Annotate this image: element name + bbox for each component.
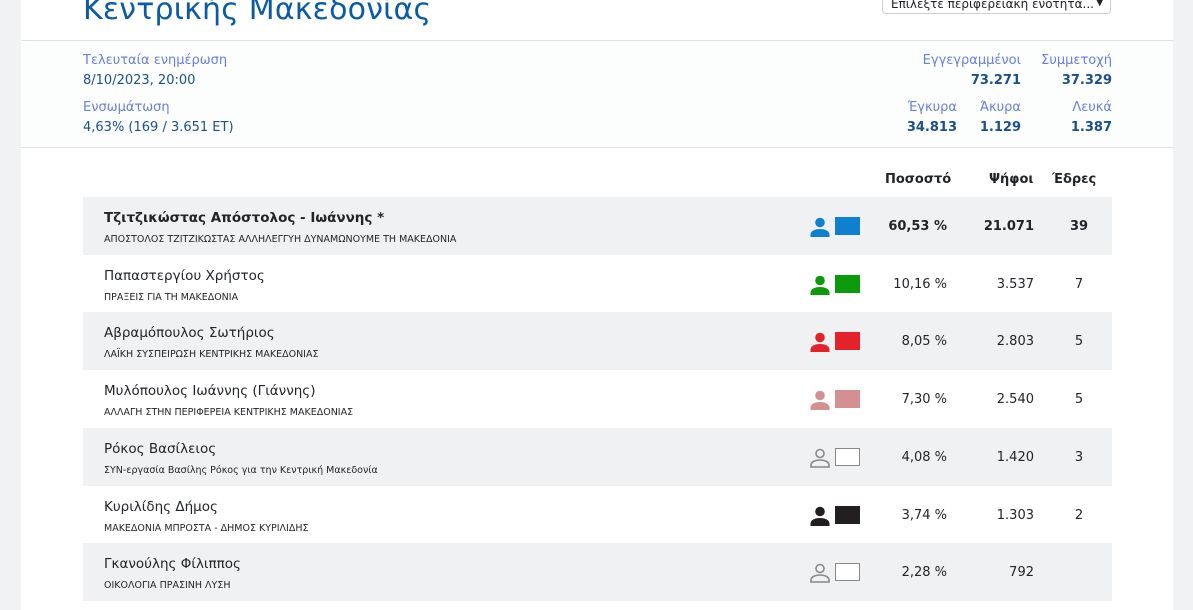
result-row[interactable]: Αβραμόπουλος Σωτήριος ΛΑΪΚΗ ΣΥΣΠΕΙΡΩΣΗ Κ… xyxy=(83,312,1112,371)
person-icon xyxy=(810,390,830,411)
person-icon xyxy=(810,217,830,237)
candidate-name: Τζιτζικώστας Απόστολος - Ιωάννης * xyxy=(104,210,385,226)
percent-value: 4,08 % xyxy=(901,449,947,465)
party-name: ΛΑΪΚΗ ΣΥΣΠΕΙΡΩΣΗ ΚΕΝΤΡΙΚΗΣ ΜΑΚΕΔΟΝΙΑΣ xyxy=(104,349,319,361)
percent-value: 2,28 % xyxy=(901,565,947,581)
stats-summary: Τελευταία ενημέρωση 8/10/2023, 20:00 Ενσ… xyxy=(21,41,1173,147)
valid-label: Έγκυρα xyxy=(907,100,957,115)
blank-label: Λευκά xyxy=(1072,100,1112,115)
seats-value: 7 xyxy=(1074,276,1084,292)
votes-value: 3.537 xyxy=(996,276,1034,292)
header-seats: Έδρες xyxy=(1052,172,1097,187)
valid-value: 34.813 xyxy=(906,120,957,135)
votes-value: 21.071 xyxy=(983,219,1034,234)
votes-value: 792 xyxy=(1009,565,1034,581)
result-row[interactable]: Παπαστεργίου Χρήστος ΠΡΑΞΕΙΣ ΓΙΑ ΤΗ ΜΑΚΕ… xyxy=(83,255,1112,313)
invalid-value: 1.129 xyxy=(979,120,1021,135)
last-update-label: Τελευταία ενημέρωση xyxy=(83,53,228,68)
result-row[interactable]: Κυριλίδης Δήμος ΜΑΚΕΔΟΝΙΑ ΜΠΡΟΣΤΑ - ΔΗΜΟ… xyxy=(83,486,1112,544)
candidate-name: Γκανούλης Φίλιππος xyxy=(104,556,241,573)
regional-unit-select[interactable]: Επιλέξτε περιφερειακή ενότητα... ▼ xyxy=(882,0,1111,14)
party-name: ΣΥΝ-εργασία Βασίλης Ρόκος για την Κεντρι… xyxy=(104,464,378,476)
last-update-value: 8/10/2023, 20:00 xyxy=(83,73,196,88)
select-placeholder: Επιλέξτε περιφερειακή ενότητα... xyxy=(891,0,1094,11)
page-title: Κεντρικής Μακεδονίας xyxy=(83,0,432,27)
turnout-value: 37.329 xyxy=(1061,73,1112,88)
seats-value: 39 xyxy=(1069,219,1089,234)
votes-value: 2.540 xyxy=(996,392,1034,408)
seats-value: 3 xyxy=(1074,449,1084,465)
seats-value: 5 xyxy=(1074,392,1084,408)
party-name: ΜΑΚΕΔΟΝΙΑ ΜΠΡΟΣΤΑ - ΔΗΜΟΣ ΚΥΡΙΛΙΔΗΣ xyxy=(104,522,309,534)
registered-value: 73.271 xyxy=(970,73,1021,88)
percent-value: 3,74 % xyxy=(901,507,947,523)
person-icon xyxy=(810,448,830,468)
header-percent: Ποσοστό xyxy=(885,172,952,187)
results-panel: Κεντρικής Μακεδονίας Επιλέξτε περιφερεια… xyxy=(21,0,1173,610)
candidate-name: Κυριλίδης Δήμος xyxy=(104,498,218,515)
result-row[interactable]: Γκανούλης Φίλιππος ΟΙΚΟΛΟΓΙΑ ΠΡΑΣΙΝΗ ΛΥΣ… xyxy=(83,543,1112,602)
result-row[interactable]: Μυλόπουλος Ιωάννης (Γιάννης) ΑΛΛΑΓΗ ΣΤΗΝ… xyxy=(83,370,1112,428)
result-row[interactable]: Ρόκος Βασίλειος ΣΥΝ-εργασία Βασίλης Ρόκο… xyxy=(83,427,1112,486)
party-name: ΑΠΟΣΤΟΛΟΣ ΤΖΙΤΖΙΚΩΣΤΑΣ ΑΛΛΗΛΕΓΓΥΗ ΔΥΝΑΜΩ… xyxy=(104,234,457,245)
invalid-label: Άκυρα xyxy=(979,100,1021,115)
party-color-swatch xyxy=(835,390,860,409)
integration-value: 4,63% (169 / 3.651 ΕΤ) xyxy=(83,120,234,135)
registered-label: Εγγεγραμμένοι xyxy=(922,53,1021,68)
result-row[interactable]: Τζιτζικώστας Απόστολος - Ιωάννης * ΑΠΟΣΤ… xyxy=(83,197,1112,255)
person-icon xyxy=(810,563,830,583)
party-name: ΠΡΑΞΕΙΣ ΓΙΑ ΤΗ ΜΑΚΕΔΟΝΙΑ xyxy=(104,291,239,303)
votes-value: 1.420 xyxy=(996,449,1034,465)
party-color-swatch xyxy=(835,332,860,351)
party-color-swatch xyxy=(835,274,860,293)
person-icon xyxy=(810,506,830,526)
divider xyxy=(21,147,1173,148)
blank-value: 1.387 xyxy=(1070,120,1112,135)
person-icon xyxy=(810,333,830,353)
percent-value: 60,53 % xyxy=(888,219,947,234)
header-votes: Ψήφοι xyxy=(989,172,1034,187)
person-icon xyxy=(810,275,830,295)
votes-value: 1.303 xyxy=(996,507,1034,523)
party-color-swatch xyxy=(835,563,860,582)
seats-value: 5 xyxy=(1074,334,1084,350)
candidate-name: Αβραμόπουλος Σωτήριος xyxy=(104,325,275,342)
divider xyxy=(21,40,1173,41)
party-color-swatch xyxy=(835,217,860,235)
candidate-name: Παπαστεργίου Χρήστος xyxy=(104,267,265,284)
party-color-swatch xyxy=(835,447,860,466)
turnout-label: Συμμετοχή xyxy=(1041,53,1112,68)
chevron-down-icon: ▼ xyxy=(1095,0,1104,8)
seats-value: 2 xyxy=(1074,507,1084,523)
votes-value: 2.803 xyxy=(996,334,1034,350)
percent-value: 7,30 % xyxy=(901,392,947,408)
percent-value: 10,16 % xyxy=(893,276,947,292)
party-color-swatch xyxy=(835,505,860,524)
candidate-name: Μυλόπουλος Ιωάννης (Γιάννης) xyxy=(104,383,316,400)
party-name: ΟΙΚΟΛΟΓΙΑ ΠΡΑΣΙΝΗ ΛΥΣΗ xyxy=(104,580,231,592)
integration-label: Ενσωμάτωση xyxy=(83,100,170,115)
percent-value: 8,05 % xyxy=(901,334,947,350)
party-name: ΑΛΛΑΓΗ ΣΤΗΝ ΠΕΡΙΦΕΡΕΙΑ ΚΕΝΤΡΙΚΗΣ ΜΑΚΕΔΟΝ… xyxy=(104,407,354,419)
candidate-name: Ρόκος Βασίλειος xyxy=(104,440,217,457)
